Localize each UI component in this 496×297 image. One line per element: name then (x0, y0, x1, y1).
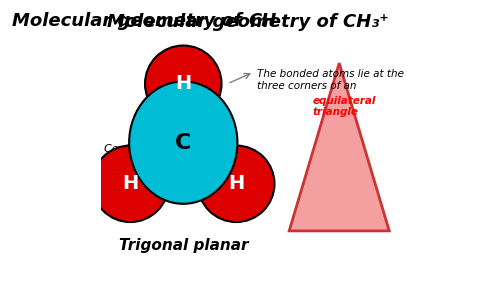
Polygon shape (289, 63, 389, 231)
Circle shape (92, 146, 169, 222)
Text: Central atom: Central atom (104, 143, 177, 154)
Text: CH: CH (248, 12, 276, 30)
Text: Molecular geometry of: Molecular geometry of (12, 12, 248, 30)
Text: Trigonal planar: Trigonal planar (119, 238, 248, 253)
Text: H: H (228, 174, 245, 193)
Circle shape (198, 146, 274, 222)
Text: equilateral
triangle: equilateral triangle (313, 96, 376, 117)
Text: H: H (122, 174, 138, 193)
Text: The bonded atoms lie at the
three corners of an: The bonded atoms lie at the three corner… (257, 69, 404, 91)
Circle shape (145, 45, 222, 122)
Ellipse shape (129, 81, 238, 204)
Text: Molecular geometry of CH₃⁺: Molecular geometry of CH₃⁺ (107, 13, 389, 31)
Text: C: C (175, 133, 191, 153)
Text: H: H (175, 74, 191, 93)
